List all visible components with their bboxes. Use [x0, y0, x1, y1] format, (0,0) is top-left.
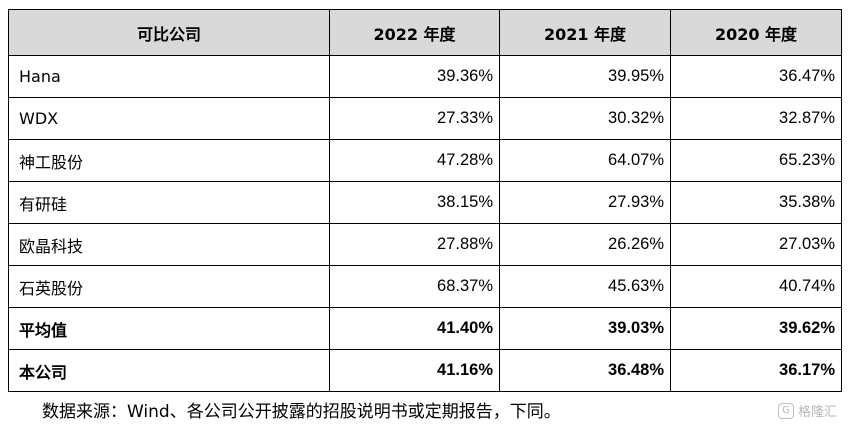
value-cell: 36.47%	[670, 55, 842, 98]
table-row: 石英股份 68.37% 45.63% 40.74%	[8, 265, 842, 308]
company-name-cell: 神工股份	[8, 139, 330, 182]
value-cell: 64.07%	[499, 139, 671, 182]
value-cell: 27.88%	[329, 223, 500, 266]
table-row: 欧晶科技 27.88% 26.26% 27.03%	[8, 223, 842, 266]
value-cell: 39.03%	[499, 307, 671, 350]
table-header-row: 可比公司 2022 年度 2021 年度 2020 年度	[8, 9, 842, 56]
value-cell: 32.87%	[670, 97, 842, 140]
value-cell: 45.63%	[499, 265, 671, 308]
value-cell: 47.28%	[329, 139, 500, 182]
company-name-cell: 石英股份	[8, 265, 330, 308]
value-cell: 26.26%	[499, 223, 671, 266]
watermark: G 格隆汇	[777, 401, 837, 420]
value-cell: 30.32%	[499, 97, 671, 140]
table-row: WDX 27.33% 30.32% 32.87%	[8, 97, 842, 140]
value-cell: 41.16%	[329, 349, 500, 392]
value-cell: 27.33%	[329, 97, 500, 140]
value-cell: 36.17%	[670, 349, 842, 392]
company-name-cell: WDX	[8, 97, 330, 140]
header-2020: 2020 年度	[670, 9, 842, 56]
gelonghui-logo-icon: G	[777, 402, 794, 419]
company-name-cell: 本公司	[8, 349, 330, 392]
company-name-cell: 欧晶科技	[8, 223, 330, 266]
table-row: Hana 39.36% 39.95% 36.47%	[8, 55, 842, 98]
table-row: 本公司 41.16% 36.48% 36.17%	[8, 349, 842, 392]
header-company: 可比公司	[8, 9, 330, 56]
comparable-companies-table: 可比公司 2022 年度 2021 年度 2020 年度 Hana 39.36% 3…	[8, 9, 842, 392]
value-cell: 65.23%	[670, 139, 842, 182]
company-name-cell: 有研硅	[8, 181, 330, 224]
value-cell: 36.48%	[499, 349, 671, 392]
table-body: Hana 39.36% 39.95% 36.47% WDX 27.33% 30.32% 32.…	[8, 55, 842, 392]
value-cell: 41.40%	[329, 307, 500, 350]
value-cell: 68.37%	[329, 265, 500, 308]
value-cell: 27.93%	[499, 181, 671, 224]
table-row: 有研硅 38.15% 27.93% 35.38%	[8, 181, 842, 224]
table-row: 神工股份 47.28% 64.07% 65.23%	[8, 139, 842, 182]
watermark-text: 格隆汇	[797, 405, 837, 420]
value-cell: 27.03%	[670, 223, 842, 266]
company-name-cell: 平均值	[8, 307, 330, 350]
source-note: 数据来源：Wind、各公司公开披露的招股说明书或定期报告，下同。	[42, 402, 561, 422]
table-row: 平均值 41.40% 39.03% 39.62%	[8, 307, 842, 350]
value-cell: 38.15%	[329, 181, 500, 224]
value-cell: 35.38%	[670, 181, 842, 224]
value-cell: 39.62%	[670, 307, 842, 350]
value-cell: 39.95%	[499, 55, 671, 98]
company-name-cell: Hana	[8, 55, 330, 98]
header-2021: 2021 年度	[499, 9, 671, 56]
value-cell: 39.36%	[329, 55, 500, 98]
value-cell: 40.74%	[670, 265, 842, 308]
header-2022: 2022 年度	[329, 9, 500, 56]
